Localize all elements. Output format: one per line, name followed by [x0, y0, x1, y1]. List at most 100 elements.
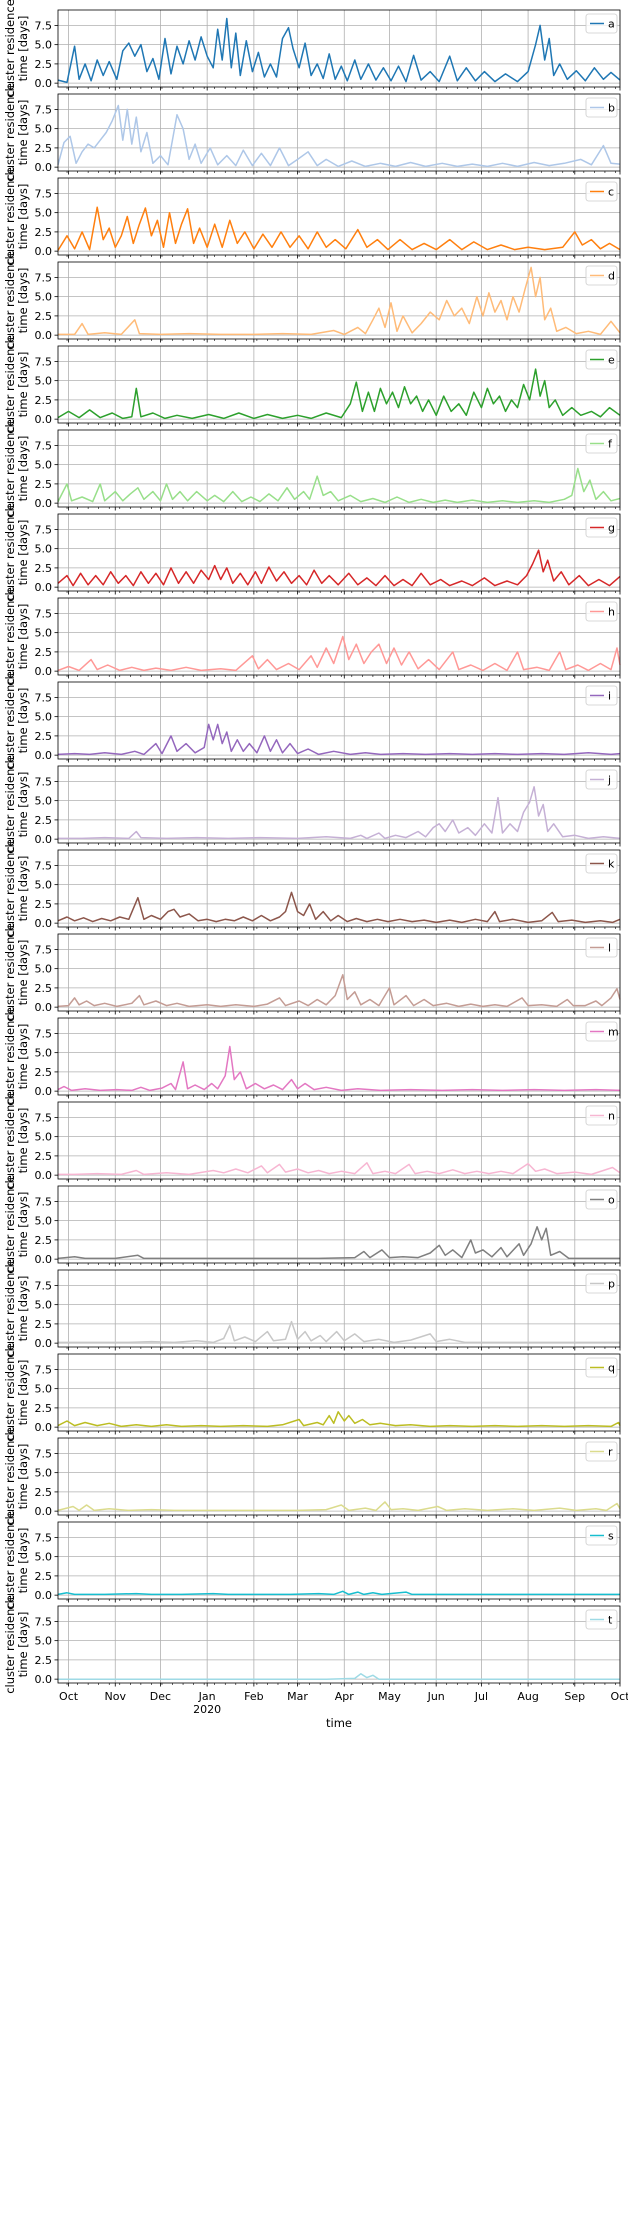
subplot-i: 0.0 2.5 5.0 7.5 cluster residence time [days]… [3, 671, 621, 770]
y-tick-label: 7.5 [35, 1615, 53, 1628]
plot-frame [57, 1353, 621, 1432]
plot-frame [57, 1605, 621, 1684]
y-tick-label: 0.0 [35, 77, 53, 90]
subplot-j: 0.0 2.5 5.0 7.5 cluster residence time [days]… [3, 755, 621, 854]
y-axis-label: cluster residence [3, 251, 17, 350]
x-tick-label: Jan [198, 1690, 216, 1703]
y-axis-label: cluster residence [3, 755, 17, 854]
y-tick-label: 2.5 [35, 1402, 53, 1415]
y-tick-label: 5.0 [35, 39, 53, 52]
y-tick-label: 7.5 [35, 1027, 53, 1040]
y-tick-label: 5.0 [35, 627, 53, 640]
subplot-l: 0.0 2.5 5.0 7.5 cluster residence time [days]… [3, 923, 621, 1022]
legend-entry-t: t [608, 1614, 613, 1627]
y-tick-label: 5.0 [35, 291, 53, 304]
y-axis-label: time [days] [16, 1612, 30, 1678]
y-axis-label: time [days] [16, 688, 30, 754]
y-tick-label: 5.0 [35, 543, 53, 556]
legend-entry-h: h [608, 606, 615, 619]
y-tick-label: 7.5 [35, 439, 53, 452]
series-line-j [58, 786, 621, 840]
y-tick-label: 0.0 [35, 1085, 53, 1098]
y-tick-label: 2.5 [35, 730, 53, 743]
y-tick-label: 0.0 [35, 833, 53, 846]
y-axis-label: cluster residence [3, 1427, 17, 1526]
y-axis-label: cluster residence [3, 0, 17, 98]
y-tick-label: 0.0 [35, 1337, 53, 1350]
legend-entry-a: a [608, 18, 615, 31]
x-tick-year-label: 2020 [193, 1703, 221, 1716]
y-tick-label: 7.5 [35, 1531, 53, 1544]
plot-frame [57, 1017, 621, 1096]
x-axis-label: time [326, 1716, 352, 1730]
y-tick-label: 2.5 [35, 1234, 53, 1247]
subplot-d: 0.0 2.5 5.0 7.5 cluster residence time [days]… [3, 251, 621, 350]
y-tick-label: 0.0 [35, 1169, 53, 1182]
y-axis-label: time [days] [16, 520, 30, 586]
y-tick-label: 0.0 [35, 917, 53, 930]
plot-frame [57, 429, 621, 508]
y-tick-label: 0.0 [35, 413, 53, 426]
y-tick-label: 7.5 [35, 355, 53, 368]
subplot-e: 0.0 2.5 5.0 7.5 cluster residence time [days]… [3, 335, 621, 434]
subplot-o: 0.0 2.5 5.0 7.5 cluster residence time [days]… [3, 1175, 621, 1274]
y-tick-label: 7.5 [35, 523, 53, 536]
y-tick-label: 7.5 [35, 187, 53, 200]
plot-frame [57, 933, 621, 1012]
legend-entry-l: l [608, 942, 611, 955]
y-axis-label: cluster residence [3, 1175, 17, 1274]
y-axis-label: time [days] [16, 100, 30, 166]
y-tick-label: 5.0 [35, 1635, 53, 1648]
x-tick-label: Aug [517, 1690, 538, 1703]
plot-frame [57, 345, 621, 424]
x-tick-label: Apr [335, 1690, 355, 1703]
y-axis-label: cluster residence [3, 1091, 17, 1190]
y-axis-label: cluster residence [3, 503, 17, 602]
y-tick-label: 2.5 [35, 646, 53, 659]
y-axis-label: cluster residence [3, 839, 17, 938]
plot-frame [57, 261, 621, 340]
series-line-c [57, 206, 621, 251]
y-tick-label: 5.0 [35, 1467, 53, 1480]
y-tick-label: 5.0 [35, 1131, 53, 1144]
y-tick-label: 2.5 [35, 982, 53, 995]
legend-entry-i: i [608, 690, 611, 703]
y-tick-label: 7.5 [35, 1111, 53, 1124]
series-line-k [57, 891, 621, 924]
subplot-n: 0.0 2.5 5.0 7.5 cluster residence time [days]… [3, 1091, 621, 1190]
plot-frame [57, 513, 621, 592]
y-tick-label: 7.5 [35, 1279, 53, 1292]
series-line-l [57, 974, 621, 1008]
x-tick-label: Oct [59, 1690, 79, 1703]
subplot-f: 0.0 2.5 5.0 7.5 cluster residence time [days]… [3, 419, 621, 518]
y-tick-label: 2.5 [35, 226, 53, 239]
subplot-r: 0.0 2.5 5.0 7.5 cluster residence time [days]… [3, 1427, 621, 1526]
series-line-i [57, 723, 621, 756]
y-tick-label: 7.5 [35, 691, 53, 704]
y-tick-label: 0.0 [35, 245, 53, 258]
y-tick-label: 5.0 [35, 1299, 53, 1312]
legend-entry-p: p [608, 1278, 615, 1291]
legend-entry-o: o [608, 1194, 615, 1207]
y-axis-label: cluster residence [3, 1595, 17, 1694]
y-tick-label: 5.0 [35, 795, 53, 808]
plot-frame [57, 9, 621, 88]
y-axis-label: time [days] [16, 772, 30, 838]
y-axis-label: time [days] [16, 940, 30, 1006]
series-line-r [57, 1501, 621, 1512]
x-tick-label: Feb [244, 1690, 263, 1703]
plot-frame [57, 681, 621, 760]
y-tick-label: 7.5 [35, 19, 53, 32]
series-line-t [58, 1673, 620, 1680]
series-line-g [57, 549, 621, 587]
y-tick-label: 2.5 [35, 142, 53, 155]
legend-entry-e: e [608, 354, 615, 367]
y-axis-label: cluster residence [3, 1259, 17, 1358]
subplot-h: 0.0 2.5 5.0 7.5 cluster residence time [days]… [3, 587, 621, 686]
y-tick-label: 7.5 [35, 943, 53, 956]
x-tick-label: Sep [564, 1690, 585, 1703]
legend-entry-k: k [608, 858, 615, 871]
subplot-k: 0.0 2.5 5.0 7.5 cluster residence time [days]… [3, 839, 621, 938]
legend-entry-d: d [608, 270, 615, 283]
y-axis-label: time [days] [16, 436, 30, 502]
